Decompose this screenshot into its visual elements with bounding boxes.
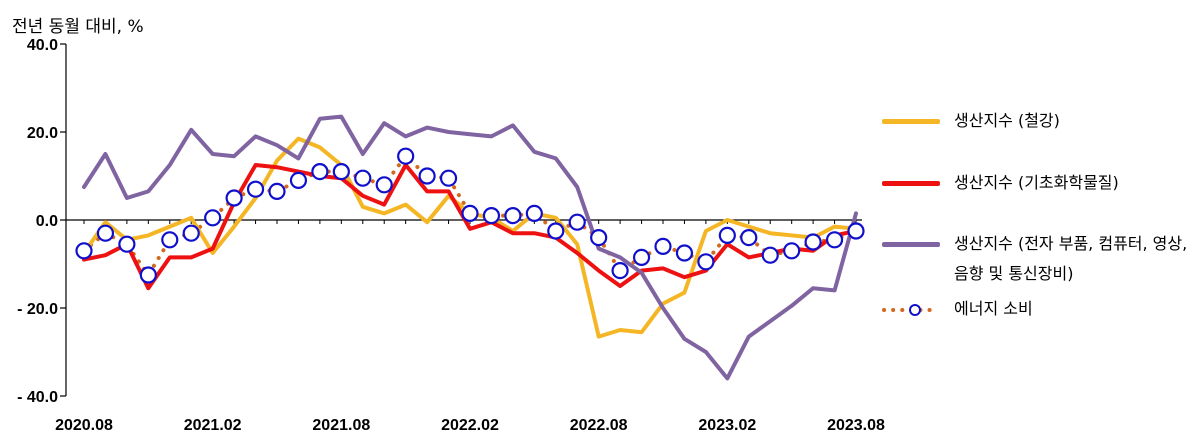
energy-point (332, 163, 350, 181)
legend-item-steel: 생산지수 (철강) (880, 110, 1060, 136)
energy-point (96, 224, 115, 242)
energy-point (439, 169, 458, 187)
energy-point (139, 266, 157, 284)
energy-point (161, 231, 179, 249)
energy-point (504, 207, 522, 225)
energy-point (246, 180, 265, 198)
legend-item-electronics: 생산지수 (전자 부품, 컴퓨터, 영상, 음향 및 통신장비) (880, 233, 1194, 289)
energy-point (590, 229, 608, 247)
chart-axes: 40.0 20.0 0.0 - 20.0 - 40.0 2020.08 2021.02 202… (17, 37, 885, 434)
y-unit-label: 전년 동월 대비, % (12, 17, 144, 37)
energy-point (118, 235, 136, 253)
series-layer (75, 114, 865, 381)
energy-point (804, 233, 822, 251)
energy-point (718, 226, 736, 244)
legend-item-chemical: 생산지수 (기초화학물질) (880, 172, 1119, 198)
energy-point (761, 246, 779, 264)
energy-point (547, 222, 565, 240)
legend-item-energy: 에너지 소비 (880, 298, 1033, 324)
energy-point (675, 244, 694, 262)
energy-point (289, 171, 308, 189)
series-line-electronics (82, 114, 858, 381)
energy-point (461, 204, 479, 222)
energy-point (825, 231, 844, 249)
energy-point (654, 237, 672, 255)
energy-point (611, 262, 629, 280)
x-tick-label: 2021.08 (312, 417, 370, 434)
x-tick-label: 2023.02 (698, 417, 756, 434)
energy-point (75, 242, 93, 260)
legend-label-electronics: 생산지수 (전자 부품, 컴퓨터, 영상, 음향 및 통신장비) (954, 229, 1194, 289)
y-tick-label: 40.0 (27, 37, 58, 54)
legend-key-energy (880, 298, 942, 320)
series-line-chemical (82, 163, 858, 291)
legend-label-energy: 에너지 소비 (954, 299, 1033, 318)
x-tick-label: 2022.08 (570, 417, 628, 434)
energy-point (182, 224, 200, 242)
energy-point (354, 169, 372, 187)
energy-point (525, 204, 543, 222)
energy-point (268, 182, 286, 200)
energy-point (418, 167, 436, 185)
energy-point (225, 189, 243, 207)
energy-point (847, 222, 865, 240)
x-tick-label: 2023.08 (827, 417, 885, 434)
energy-point (568, 213, 586, 231)
y-tick-label: 0.0 (36, 213, 58, 230)
energy-point (397, 147, 415, 165)
energy-point (375, 176, 393, 194)
y-tick-label: - 40.0 (17, 389, 58, 406)
legend-label-electronics-text: 생산지수 (전자 부품, 컴퓨터, 영상, 음향 및 통신장비) (954, 234, 1188, 283)
energy-point (632, 248, 651, 266)
legend-label-steel: 생산지수 (철강) (954, 111, 1060, 130)
legend-label-chemical: 생산지수 (기초화학물질) (954, 173, 1119, 192)
legend-key-chemical (880, 172, 942, 194)
legend-key-electronics (880, 233, 942, 255)
x-tick-label: 2021.02 (184, 417, 242, 434)
energy-point (697, 253, 715, 271)
energy-point (783, 242, 801, 260)
energy-point (740, 229, 758, 247)
legend-key-steel (880, 110, 942, 132)
x-tick-label: 2022.02 (441, 417, 499, 434)
x-tick-label: 2020.08 (55, 417, 113, 434)
energy-point (482, 207, 501, 225)
y-tick-label: 20.0 (27, 125, 58, 142)
energy-point (204, 209, 222, 227)
energy-point (311, 163, 329, 181)
y-tick-label: - 20.0 (17, 301, 58, 318)
